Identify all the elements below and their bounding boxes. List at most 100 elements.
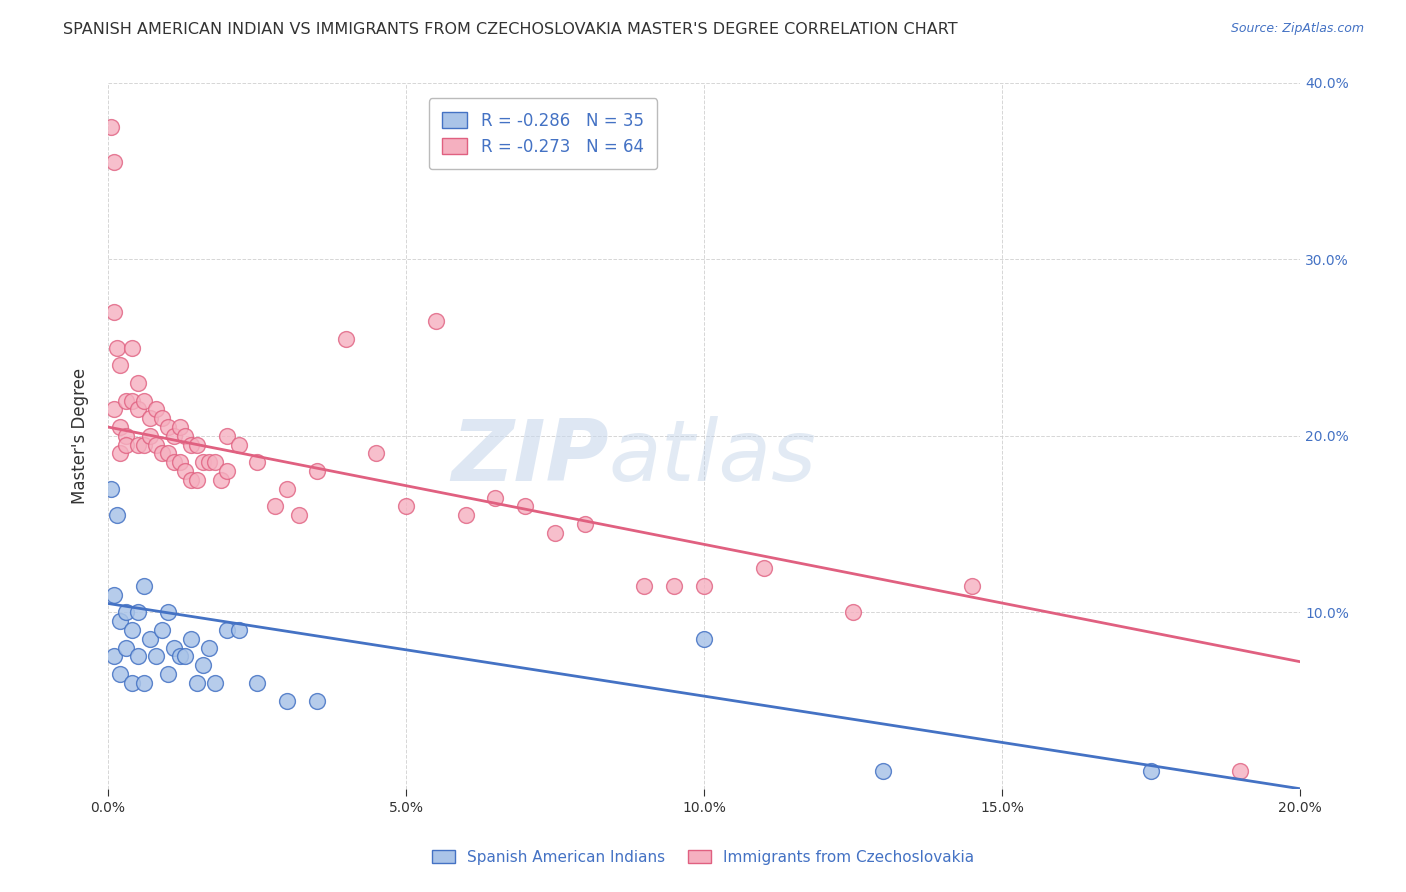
Point bbox=[150, 446, 173, 460]
Point bbox=[1229, 764, 1251, 778]
Point bbox=[209, 473, 232, 487]
Point bbox=[228, 438, 250, 452]
Point bbox=[103, 588, 125, 602]
Point bbox=[162, 429, 184, 443]
Point bbox=[105, 508, 128, 523]
Point bbox=[150, 411, 173, 425]
Point bbox=[103, 649, 125, 664]
Point bbox=[186, 473, 208, 487]
Point bbox=[127, 402, 149, 417]
Point bbox=[186, 676, 208, 690]
Point bbox=[276, 482, 298, 496]
Point bbox=[103, 305, 125, 319]
Point bbox=[454, 508, 477, 523]
Point bbox=[169, 420, 191, 434]
Point bbox=[169, 649, 191, 664]
Point bbox=[138, 632, 160, 646]
Point bbox=[287, 508, 309, 523]
Point bbox=[217, 623, 239, 637]
Point bbox=[115, 438, 138, 452]
Point bbox=[180, 632, 202, 646]
Point bbox=[217, 429, 239, 443]
Point bbox=[693, 579, 716, 593]
Point bbox=[425, 314, 447, 328]
Point bbox=[108, 667, 131, 681]
Point bbox=[305, 464, 328, 478]
Point bbox=[180, 473, 202, 487]
Y-axis label: Master's Degree: Master's Degree bbox=[72, 368, 89, 504]
Point bbox=[246, 455, 269, 469]
Point bbox=[108, 358, 131, 372]
Text: ZIP: ZIP bbox=[451, 416, 609, 499]
Point bbox=[204, 455, 226, 469]
Point bbox=[121, 341, 143, 355]
Point bbox=[193, 658, 215, 673]
Point bbox=[145, 438, 167, 452]
Legend: R = -0.286   N = 35, R = -0.273   N = 64: R = -0.286 N = 35, R = -0.273 N = 64 bbox=[429, 98, 657, 169]
Point bbox=[156, 420, 179, 434]
Point bbox=[169, 455, 191, 469]
Point bbox=[162, 455, 184, 469]
Point bbox=[305, 693, 328, 707]
Point bbox=[204, 676, 226, 690]
Point bbox=[693, 632, 716, 646]
Point bbox=[115, 393, 138, 408]
Point bbox=[335, 332, 357, 346]
Point bbox=[264, 500, 287, 514]
Point bbox=[217, 464, 239, 478]
Point bbox=[174, 464, 197, 478]
Point bbox=[103, 402, 125, 417]
Point bbox=[108, 446, 131, 460]
Point bbox=[198, 455, 221, 469]
Point bbox=[127, 605, 149, 619]
Point bbox=[132, 579, 155, 593]
Point bbox=[132, 438, 155, 452]
Legend: Spanish American Indians, Immigrants from Czechoslovakia: Spanish American Indians, Immigrants fro… bbox=[426, 844, 980, 871]
Point bbox=[156, 667, 179, 681]
Point bbox=[574, 517, 596, 532]
Point bbox=[752, 561, 775, 575]
Point bbox=[162, 640, 184, 655]
Text: Source: ZipAtlas.com: Source: ZipAtlas.com bbox=[1230, 22, 1364, 36]
Point bbox=[145, 402, 167, 417]
Point bbox=[138, 429, 160, 443]
Point bbox=[544, 525, 567, 540]
Point bbox=[138, 411, 160, 425]
Point bbox=[115, 429, 138, 443]
Point bbox=[100, 482, 122, 496]
Point bbox=[174, 429, 197, 443]
Point bbox=[962, 579, 984, 593]
Point bbox=[633, 579, 655, 593]
Point bbox=[121, 676, 143, 690]
Point bbox=[115, 605, 138, 619]
Point bbox=[484, 491, 506, 505]
Point bbox=[395, 500, 418, 514]
Point bbox=[180, 438, 202, 452]
Point bbox=[515, 500, 537, 514]
Point bbox=[121, 393, 143, 408]
Point bbox=[872, 764, 894, 778]
Point bbox=[132, 393, 155, 408]
Point bbox=[842, 605, 865, 619]
Text: atlas: atlas bbox=[609, 416, 817, 499]
Point bbox=[186, 438, 208, 452]
Point bbox=[1140, 764, 1163, 778]
Point bbox=[127, 376, 149, 390]
Point bbox=[115, 640, 138, 655]
Point bbox=[105, 341, 128, 355]
Point bbox=[108, 420, 131, 434]
Point bbox=[103, 155, 125, 169]
Point bbox=[127, 438, 149, 452]
Point bbox=[198, 640, 221, 655]
Point bbox=[156, 446, 179, 460]
Point bbox=[100, 120, 122, 134]
Point bbox=[366, 446, 388, 460]
Point bbox=[145, 649, 167, 664]
Point bbox=[150, 623, 173, 637]
Point bbox=[246, 676, 269, 690]
Point bbox=[193, 455, 215, 469]
Point bbox=[132, 676, 155, 690]
Point bbox=[228, 623, 250, 637]
Point bbox=[121, 623, 143, 637]
Text: SPANISH AMERICAN INDIAN VS IMMIGRANTS FROM CZECHOSLOVAKIA MASTER'S DEGREE CORREL: SPANISH AMERICAN INDIAN VS IMMIGRANTS FR… bbox=[63, 22, 957, 37]
